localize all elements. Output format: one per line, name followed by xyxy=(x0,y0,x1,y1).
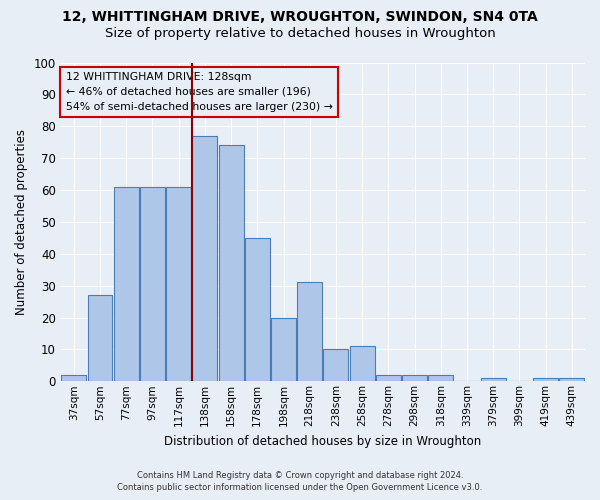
Text: 12 WHITTINGHAM DRIVE: 128sqm
← 46% of detached houses are smaller (196)
54% of s: 12 WHITTINGHAM DRIVE: 128sqm ← 46% of de… xyxy=(66,72,333,112)
Text: Size of property relative to detached houses in Wroughton: Size of property relative to detached ho… xyxy=(104,28,496,40)
Bar xyxy=(88,295,112,382)
Bar xyxy=(376,375,401,382)
Bar xyxy=(559,378,584,382)
Bar xyxy=(245,238,270,382)
Bar xyxy=(61,375,86,382)
Text: Contains HM Land Registry data © Crown copyright and database right 2024.
Contai: Contains HM Land Registry data © Crown c… xyxy=(118,471,482,492)
Bar xyxy=(323,350,349,382)
Bar xyxy=(193,136,217,382)
Bar xyxy=(271,318,296,382)
Bar xyxy=(140,187,165,382)
Bar xyxy=(297,282,322,382)
Bar xyxy=(428,375,453,382)
Bar xyxy=(481,378,506,382)
Bar xyxy=(166,187,191,382)
Bar xyxy=(533,378,558,382)
Y-axis label: Number of detached properties: Number of detached properties xyxy=(15,129,28,315)
Bar xyxy=(402,375,427,382)
Bar xyxy=(218,146,244,382)
Text: 12, WHITTINGHAM DRIVE, WROUGHTON, SWINDON, SN4 0TA: 12, WHITTINGHAM DRIVE, WROUGHTON, SWINDO… xyxy=(62,10,538,24)
X-axis label: Distribution of detached houses by size in Wroughton: Distribution of detached houses by size … xyxy=(164,434,481,448)
Bar xyxy=(114,187,139,382)
Bar xyxy=(350,346,374,382)
